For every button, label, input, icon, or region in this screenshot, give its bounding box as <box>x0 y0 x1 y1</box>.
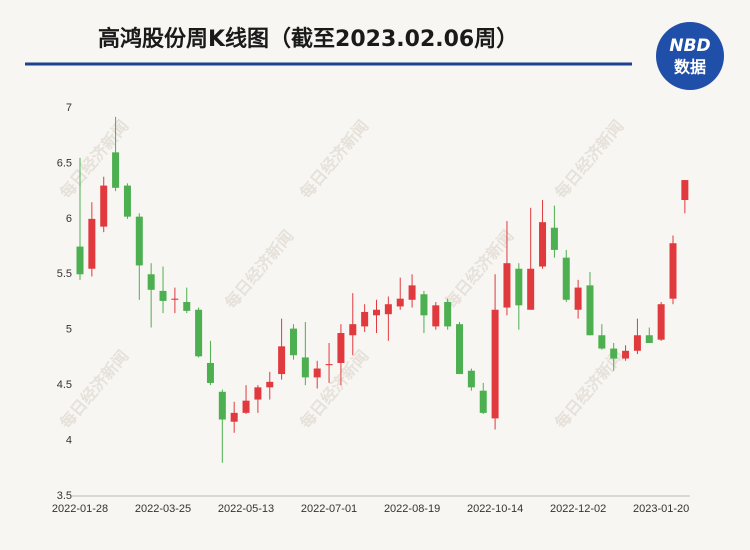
candle-body <box>230 412 238 422</box>
candle-body <box>384 304 392 315</box>
candle-body <box>408 285 416 300</box>
candle-body <box>527 268 535 310</box>
x-tick-label: 2022-12-02 <box>550 503 606 515</box>
candle-body <box>183 302 191 311</box>
chart-title: 高鸿股份周K线图（截至2023.02.06周） <box>98 26 518 52</box>
y-tick-label: 7 <box>66 102 72 114</box>
x-tick-label: 2022-03-25 <box>135 503 191 515</box>
candle-body <box>123 185 131 217</box>
candle-body <box>171 298 179 300</box>
candle-body <box>195 309 203 357</box>
y-tick-label: 5 <box>66 324 72 336</box>
candle-body <box>598 335 606 349</box>
y-tick-label: 4 <box>66 434 72 446</box>
candle-body <box>289 328 297 356</box>
candle-body <box>349 324 357 336</box>
candle-body <box>539 222 547 267</box>
candle-body <box>550 227 558 250</box>
candle-body <box>135 216 143 266</box>
candle-body <box>206 362 214 383</box>
y-tick-label: 5.5 <box>57 268 72 280</box>
candle-body <box>456 324 464 375</box>
x-tick-label: 2022-10-14 <box>467 503 523 515</box>
candle-body <box>515 268 523 306</box>
y-tick-label: 6 <box>66 213 72 225</box>
candle-body <box>361 311 369 327</box>
candle-body <box>396 298 404 307</box>
candle-body <box>337 333 345 363</box>
candle-body <box>420 294 428 316</box>
candle-body <box>657 304 665 340</box>
candle-body <box>254 387 262 400</box>
candle-body <box>444 302 452 327</box>
candle-body <box>266 381 274 388</box>
candle-body <box>586 285 594 336</box>
candle-body <box>622 350 630 359</box>
candle-body <box>633 335 641 351</box>
candle-body <box>147 274 155 290</box>
candle-body <box>313 368 321 378</box>
candle-body <box>432 305 440 327</box>
candle-body <box>610 348 618 359</box>
candle-body <box>479 390 487 413</box>
x-tick-label: 2022-01-28 <box>52 503 108 515</box>
x-tick-label: 2023-01-20 <box>633 503 689 515</box>
candle-body <box>373 309 380 316</box>
x-tick-label: 2022-08-19 <box>384 503 440 515</box>
candle-body <box>278 346 286 375</box>
logo-top: NBD <box>669 36 710 56</box>
candle-body <box>88 218 96 269</box>
candle-body <box>645 335 653 344</box>
candle-body <box>218 391 226 420</box>
candle-body <box>100 185 108 227</box>
candle-body <box>325 364 333 366</box>
candle-body <box>574 287 582 310</box>
candle-body <box>669 243 677 299</box>
candle-body <box>681 180 689 201</box>
y-tick-label: 3.5 <box>57 490 72 502</box>
y-tick-label: 6.5 <box>57 157 72 169</box>
candle-body <box>503 263 511 308</box>
x-tick-label: 2022-07-01 <box>301 503 357 515</box>
logo-bottom: 数据 <box>674 58 706 77</box>
x-tick-label: 2022-05-13 <box>218 503 274 515</box>
logo-badge <box>656 22 724 90</box>
candle-body <box>159 290 167 301</box>
candle-body <box>562 257 570 300</box>
candle-body <box>491 309 499 419</box>
candle-body <box>242 400 250 413</box>
candle-body <box>301 357 309 378</box>
candle-body <box>467 370 475 388</box>
y-tick-label: 4.5 <box>57 379 72 391</box>
candle-body <box>76 246 84 275</box>
candle-body <box>112 152 120 188</box>
